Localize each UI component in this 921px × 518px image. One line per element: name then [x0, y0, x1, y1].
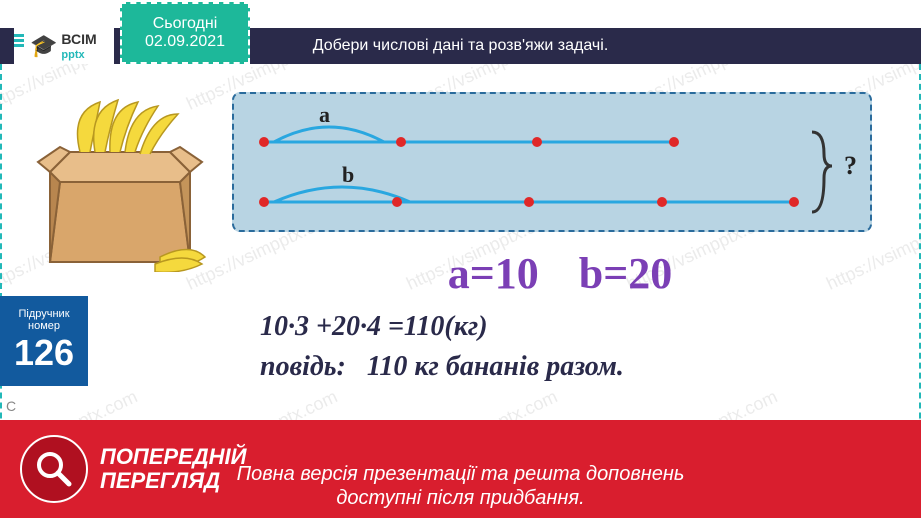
answer-line: повідь: 110 кг бананів разом. [260, 351, 860, 383]
page-label-1: Підручник [18, 308, 69, 320]
date-badge: Сьогодні 02.09.2021 [120, 2, 250, 64]
slide-marker: С [6, 398, 16, 414]
equation-b: b=20 [579, 248, 673, 299]
diagram-label-b: b [342, 162, 354, 187]
preview-subtitle: Повна версія презентації та решта доповн… [0, 462, 921, 510]
equation-a: a=10 [448, 248, 539, 299]
logo-badge: 🎓 ВСІМ pptx [14, 28, 114, 64]
graduation-cap-icon: 🎓 [30, 33, 57, 59]
banana-box-illustration [30, 92, 210, 272]
brace-label: ? [844, 151, 857, 180]
diagram-panel: a b ? [232, 92, 872, 232]
brace [812, 132, 832, 212]
logo-accent [14, 34, 24, 47]
date-value: 02.09.2021 [145, 33, 225, 51]
logo-text: ВСІМ pptx [61, 32, 96, 61]
equations-block: a=10 b=20 10·3 +20·4 =110(кг) повідь: 11… [260, 248, 860, 391]
diagram-label-a: a [319, 102, 330, 127]
preview-banner: ПОПЕРЕДНІЙ ПЕРЕГЛЯД Повна версія презент… [0, 420, 921, 518]
calc-line: 10·3 +20·4 =110(кг) [260, 311, 860, 343]
arc-b [274, 187, 410, 202]
topbar-text: Добери числові дані та розв'яжи задачі. [313, 37, 609, 55]
date-label: Сьогодні [153, 15, 218, 33]
page-label-2: номер [28, 320, 60, 332]
page-number: 126 [14, 332, 74, 374]
arc-a [274, 127, 384, 142]
page-number-badge: Підручник номер 126 [0, 296, 88, 386]
